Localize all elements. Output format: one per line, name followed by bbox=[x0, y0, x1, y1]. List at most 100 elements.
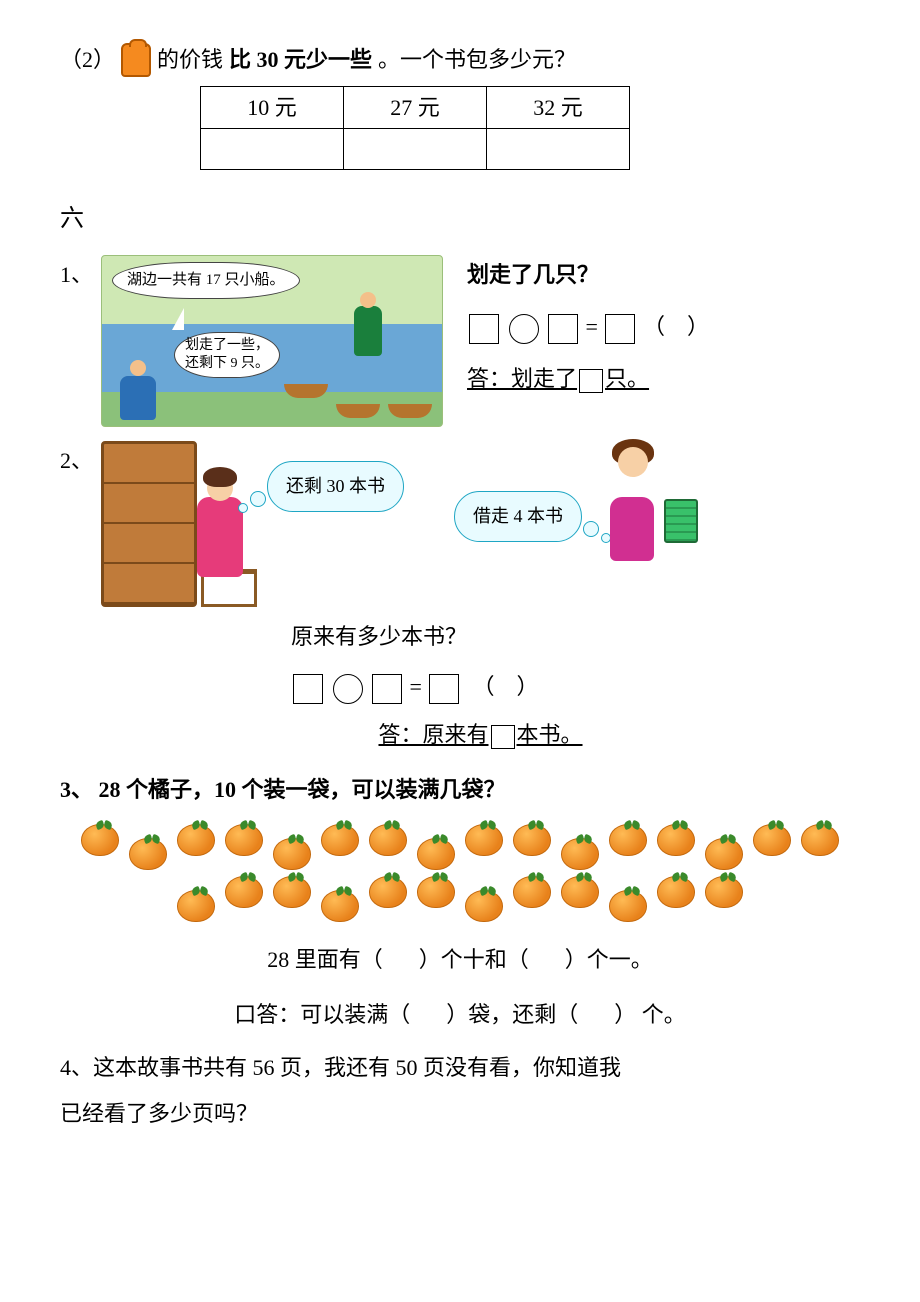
section-six: 六 bbox=[60, 198, 860, 241]
book-stack-icon bbox=[664, 499, 698, 543]
speech-bubble-1: 湖边一共有 17 只小船。 bbox=[112, 262, 300, 299]
p3-l2b: ）袋，还剩（ bbox=[446, 1002, 578, 1027]
price-blank-2[interactable] bbox=[344, 129, 487, 170]
girl-on-stool-icon bbox=[197, 497, 243, 577]
price-table: 10 元 27 元 32 元 bbox=[200, 86, 630, 171]
lake-scene: 湖边一共有 17 只小船。 划走了一些， 还剩下 9 只。 bbox=[101, 255, 443, 427]
boat-icon bbox=[284, 384, 328, 398]
unit-paren[interactable]: （ ） bbox=[472, 674, 538, 699]
price-opt-1: 10 元 bbox=[201, 86, 344, 129]
orange-icon bbox=[129, 838, 167, 870]
orange-icon bbox=[177, 824, 215, 856]
blank-box[interactable] bbox=[293, 674, 323, 704]
p4-text-a: 这本故事书共有 56 页，我还有 50 页没有看，你知道我 bbox=[93, 1055, 621, 1080]
orange-icon bbox=[273, 876, 311, 908]
p1-equation: = （ ） bbox=[467, 307, 709, 347]
orange-icon bbox=[369, 824, 407, 856]
price-blank-1[interactable] bbox=[201, 129, 344, 170]
blank-box[interactable] bbox=[491, 725, 515, 749]
blank-operator[interactable] bbox=[509, 314, 539, 344]
orange-icon bbox=[561, 876, 599, 908]
blank-box[interactable] bbox=[605, 314, 635, 344]
orange-icon bbox=[513, 824, 551, 856]
speech-bubble-2: 划走了一些， 还剩下 9 只。 bbox=[174, 332, 280, 378]
orange-icon bbox=[225, 876, 263, 908]
p1-question: 划走了几只？ bbox=[467, 255, 709, 295]
p1-equation-side: 划走了几只？ = （ ） 答：划走了 只。 bbox=[467, 255, 709, 398]
orange-icon bbox=[657, 824, 695, 856]
orange-icon bbox=[465, 824, 503, 856]
p1-num: 1、 bbox=[60, 255, 93, 295]
p2-question: 原来有多少本书？ bbox=[291, 617, 860, 657]
p4-text-b: 已经看了多少页吗？ bbox=[60, 1101, 258, 1126]
p2-num: 2、 bbox=[60, 441, 93, 481]
orange-icon bbox=[177, 890, 215, 922]
orange-icon bbox=[369, 876, 407, 908]
p1-ans-prefix: 答：划走了 bbox=[467, 366, 577, 391]
p3-line1: 28 里面有（ ）个十和（ ）个一。 bbox=[60, 940, 860, 980]
orange-icon bbox=[657, 876, 695, 908]
problem-4: 4、这本故事书共有 56 页，我还有 50 页没有看，你知道我 已经看了多少页吗… bbox=[60, 1045, 860, 1137]
oranges-group bbox=[70, 824, 850, 922]
orange-icon bbox=[705, 876, 743, 908]
p3-l2c: ） 个。 bbox=[614, 1002, 686, 1027]
orange-icon bbox=[225, 824, 263, 856]
p3-l1b: ）个十和（ bbox=[419, 947, 529, 972]
p4-num: 4、 bbox=[60, 1055, 93, 1080]
orange-icon bbox=[417, 876, 455, 908]
blank-box[interactable] bbox=[548, 314, 578, 344]
orange-icon bbox=[801, 824, 839, 856]
boat-icon bbox=[336, 404, 380, 418]
bubble2-line2: 还剩下 9 只。 bbox=[185, 356, 269, 371]
p1-ans-suffix: 只。 bbox=[605, 366, 649, 391]
orange-icon bbox=[321, 890, 359, 922]
q2-prefix: （2） bbox=[60, 40, 115, 80]
orange-icon bbox=[609, 824, 647, 856]
p2-equation: = （ ） bbox=[291, 667, 860, 707]
orange-icon bbox=[753, 824, 791, 856]
orange-icon bbox=[81, 824, 119, 856]
unit-paren[interactable]: （ ） bbox=[643, 314, 709, 339]
blank-box[interactable] bbox=[372, 674, 402, 704]
orange-icon bbox=[417, 838, 455, 870]
q2-text-b: 比 30 元少一些 bbox=[229, 40, 372, 80]
p2-ans-prefix: 答：原来有 bbox=[378, 722, 488, 747]
blank-operator[interactable] bbox=[333, 674, 363, 704]
boy-standing-icon bbox=[354, 306, 382, 356]
equals: = bbox=[586, 314, 598, 339]
orange-icon bbox=[513, 876, 551, 908]
backpack-icon bbox=[121, 43, 151, 77]
orange-icon bbox=[465, 890, 503, 922]
sailboat-icon bbox=[172, 308, 184, 330]
p2-answer: 答：原来有 本书。 bbox=[101, 715, 860, 755]
p3-title: 28 个橘子，10 个装一袋，可以装满几袋？ bbox=[99, 777, 506, 802]
thought-cloud-2: 借走 4 本书 bbox=[454, 491, 582, 541]
orange-icon bbox=[705, 838, 743, 870]
price-opt-2: 27 元 bbox=[344, 86, 487, 129]
p3-l1a: 28 里面有（ bbox=[267, 947, 383, 972]
bookshelf-icon bbox=[101, 441, 197, 607]
blank-box[interactable] bbox=[469, 314, 499, 344]
girl-with-books-icon bbox=[600, 441, 670, 561]
problem-2: 2、 还剩 30 本书 借走 4 本书 原来有多少本书？ = （ ） bbox=[60, 441, 860, 754]
orange-icon bbox=[273, 838, 311, 870]
p3-num: 3、 bbox=[60, 777, 93, 802]
p1-answer: 答：划走了 只。 bbox=[467, 359, 709, 399]
price-blank-3[interactable] bbox=[487, 129, 630, 170]
orange-icon bbox=[321, 824, 359, 856]
price-opt-3: 32 元 bbox=[487, 86, 630, 129]
p3-line2: 口答：可以装满（）袋，还剩（） 个。 bbox=[60, 995, 860, 1035]
problem-3: 3、 28 个橘子，10 个装一袋，可以装满几袋？ 28 里面有（ ）个十和（ ）个… bbox=[60, 770, 860, 1035]
blank-box[interactable] bbox=[429, 674, 459, 704]
question-2-row: （2） 的价钱比 30 元少一些。一个书包多少元？ bbox=[60, 40, 860, 80]
q2-text-c: 。一个书包多少元？ bbox=[378, 40, 576, 80]
orange-icon bbox=[561, 838, 599, 870]
bookshelf-scene bbox=[101, 441, 257, 607]
boy-pointing-icon bbox=[120, 376, 156, 420]
p2-ans-suffix: 本书。 bbox=[517, 722, 583, 747]
blank-box[interactable] bbox=[579, 369, 603, 393]
p3-l1c: ）个一。 bbox=[565, 947, 653, 972]
q2-text-a: 的价钱 bbox=[157, 40, 223, 80]
boat-icon bbox=[388, 404, 432, 418]
problem-1: 1、 湖边一共有 17 只小船。 划走了一些， 还剩下 9 只。 划走了几只？ … bbox=[60, 255, 860, 427]
